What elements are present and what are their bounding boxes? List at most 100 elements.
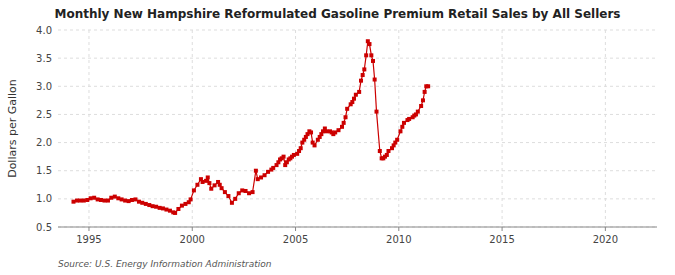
y-tick-label: 1.0	[36, 193, 52, 204]
x-tick-mark	[295, 227, 296, 231]
y-tick-label: 0.5	[36, 222, 52, 233]
y-axis-label: Dollars per Gallon	[6, 79, 19, 178]
marker	[120, 197, 124, 201]
x-grid-line	[605, 30, 606, 227]
x-tick-label: 2015	[489, 234, 514, 245]
marker	[207, 181, 211, 185]
y-tick-label: 3.5	[36, 53, 52, 64]
x-axis-line	[58, 227, 657, 228]
x-tick-mark	[88, 227, 89, 231]
marker	[144, 202, 148, 206]
chart: Monthly New Hampshire Reformulated Gasol…	[0, 0, 675, 275]
marker	[416, 110, 420, 114]
x-grid-line	[502, 30, 503, 227]
marker	[123, 199, 127, 203]
marker	[361, 73, 365, 77]
marker	[206, 175, 210, 179]
y-tick-label: 2.5	[36, 109, 52, 120]
marker	[364, 53, 368, 57]
marker	[151, 204, 155, 208]
y-grid-line	[58, 86, 657, 87]
marker	[192, 188, 196, 192]
marker	[161, 206, 165, 210]
axes: 0.51.01.52.02.53.03.54.01995200020052010…	[36, 25, 657, 246]
marker	[375, 110, 379, 114]
marker	[233, 197, 237, 201]
y-tick-label: 3.0	[36, 81, 52, 92]
marker	[362, 67, 366, 71]
marker	[336, 128, 340, 132]
marker	[313, 143, 317, 147]
x-tick-label: 2010	[386, 234, 411, 245]
marker	[78, 199, 82, 203]
marker	[371, 59, 375, 63]
marker	[426, 84, 430, 88]
marker	[164, 208, 168, 212]
x-tick-mark	[502, 227, 503, 231]
line	[73, 41, 428, 213]
marker	[340, 125, 344, 129]
marker	[220, 186, 224, 190]
marker	[386, 149, 390, 153]
marker	[419, 104, 423, 108]
marker	[247, 191, 251, 195]
marker	[140, 201, 144, 205]
marker	[99, 198, 103, 202]
source-note: Source: U.S. Energy Information Administ…	[58, 259, 272, 269]
marker	[263, 173, 267, 177]
marker	[357, 90, 361, 94]
marker	[400, 125, 404, 129]
marker	[195, 183, 199, 187]
title: Monthly New Hampshire Reformulated Gasol…	[54, 7, 620, 21]
marker	[309, 130, 313, 134]
marker	[395, 138, 399, 142]
marker	[130, 198, 134, 202]
marker	[342, 121, 346, 125]
marker	[237, 191, 241, 195]
y-grid-line	[58, 114, 657, 115]
marker	[92, 196, 96, 200]
y-grid-line	[58, 30, 657, 31]
marker	[251, 190, 255, 194]
y-grid-line	[58, 198, 657, 199]
marker	[299, 146, 303, 150]
marker	[359, 79, 363, 83]
marker	[402, 121, 406, 125]
marker	[113, 195, 117, 199]
y-grid-line	[58, 58, 657, 59]
x-tick-mark	[605, 227, 606, 231]
marker	[154, 205, 158, 209]
marker	[89, 196, 93, 200]
marker	[173, 211, 177, 215]
y-tick-label: 4.0	[36, 25, 52, 36]
marker	[230, 201, 234, 205]
marker	[385, 153, 389, 157]
marker	[226, 194, 230, 198]
marker	[109, 196, 113, 200]
marker	[282, 155, 286, 159]
marker	[407, 117, 411, 121]
x-grid-line	[295, 30, 296, 227]
y-grid-line	[58, 142, 657, 143]
marker	[133, 197, 137, 201]
marker	[373, 78, 377, 82]
marker	[223, 190, 227, 194]
marker	[201, 180, 205, 184]
marker	[352, 97, 356, 101]
marker	[254, 169, 258, 173]
marker	[102, 199, 106, 203]
x-tick-mark	[192, 227, 193, 231]
x-tick-label: 2005	[283, 234, 308, 245]
marker	[423, 90, 427, 94]
marker	[345, 107, 349, 111]
marker	[244, 189, 248, 193]
marker	[82, 199, 86, 203]
series	[71, 39, 430, 215]
marker	[180, 204, 184, 208]
marker	[367, 42, 371, 46]
y-tick-label: 1.5	[36, 165, 52, 176]
marker	[259, 175, 263, 179]
marker	[378, 149, 382, 153]
x-tick-label: 2000	[180, 234, 205, 245]
marker	[325, 129, 329, 133]
